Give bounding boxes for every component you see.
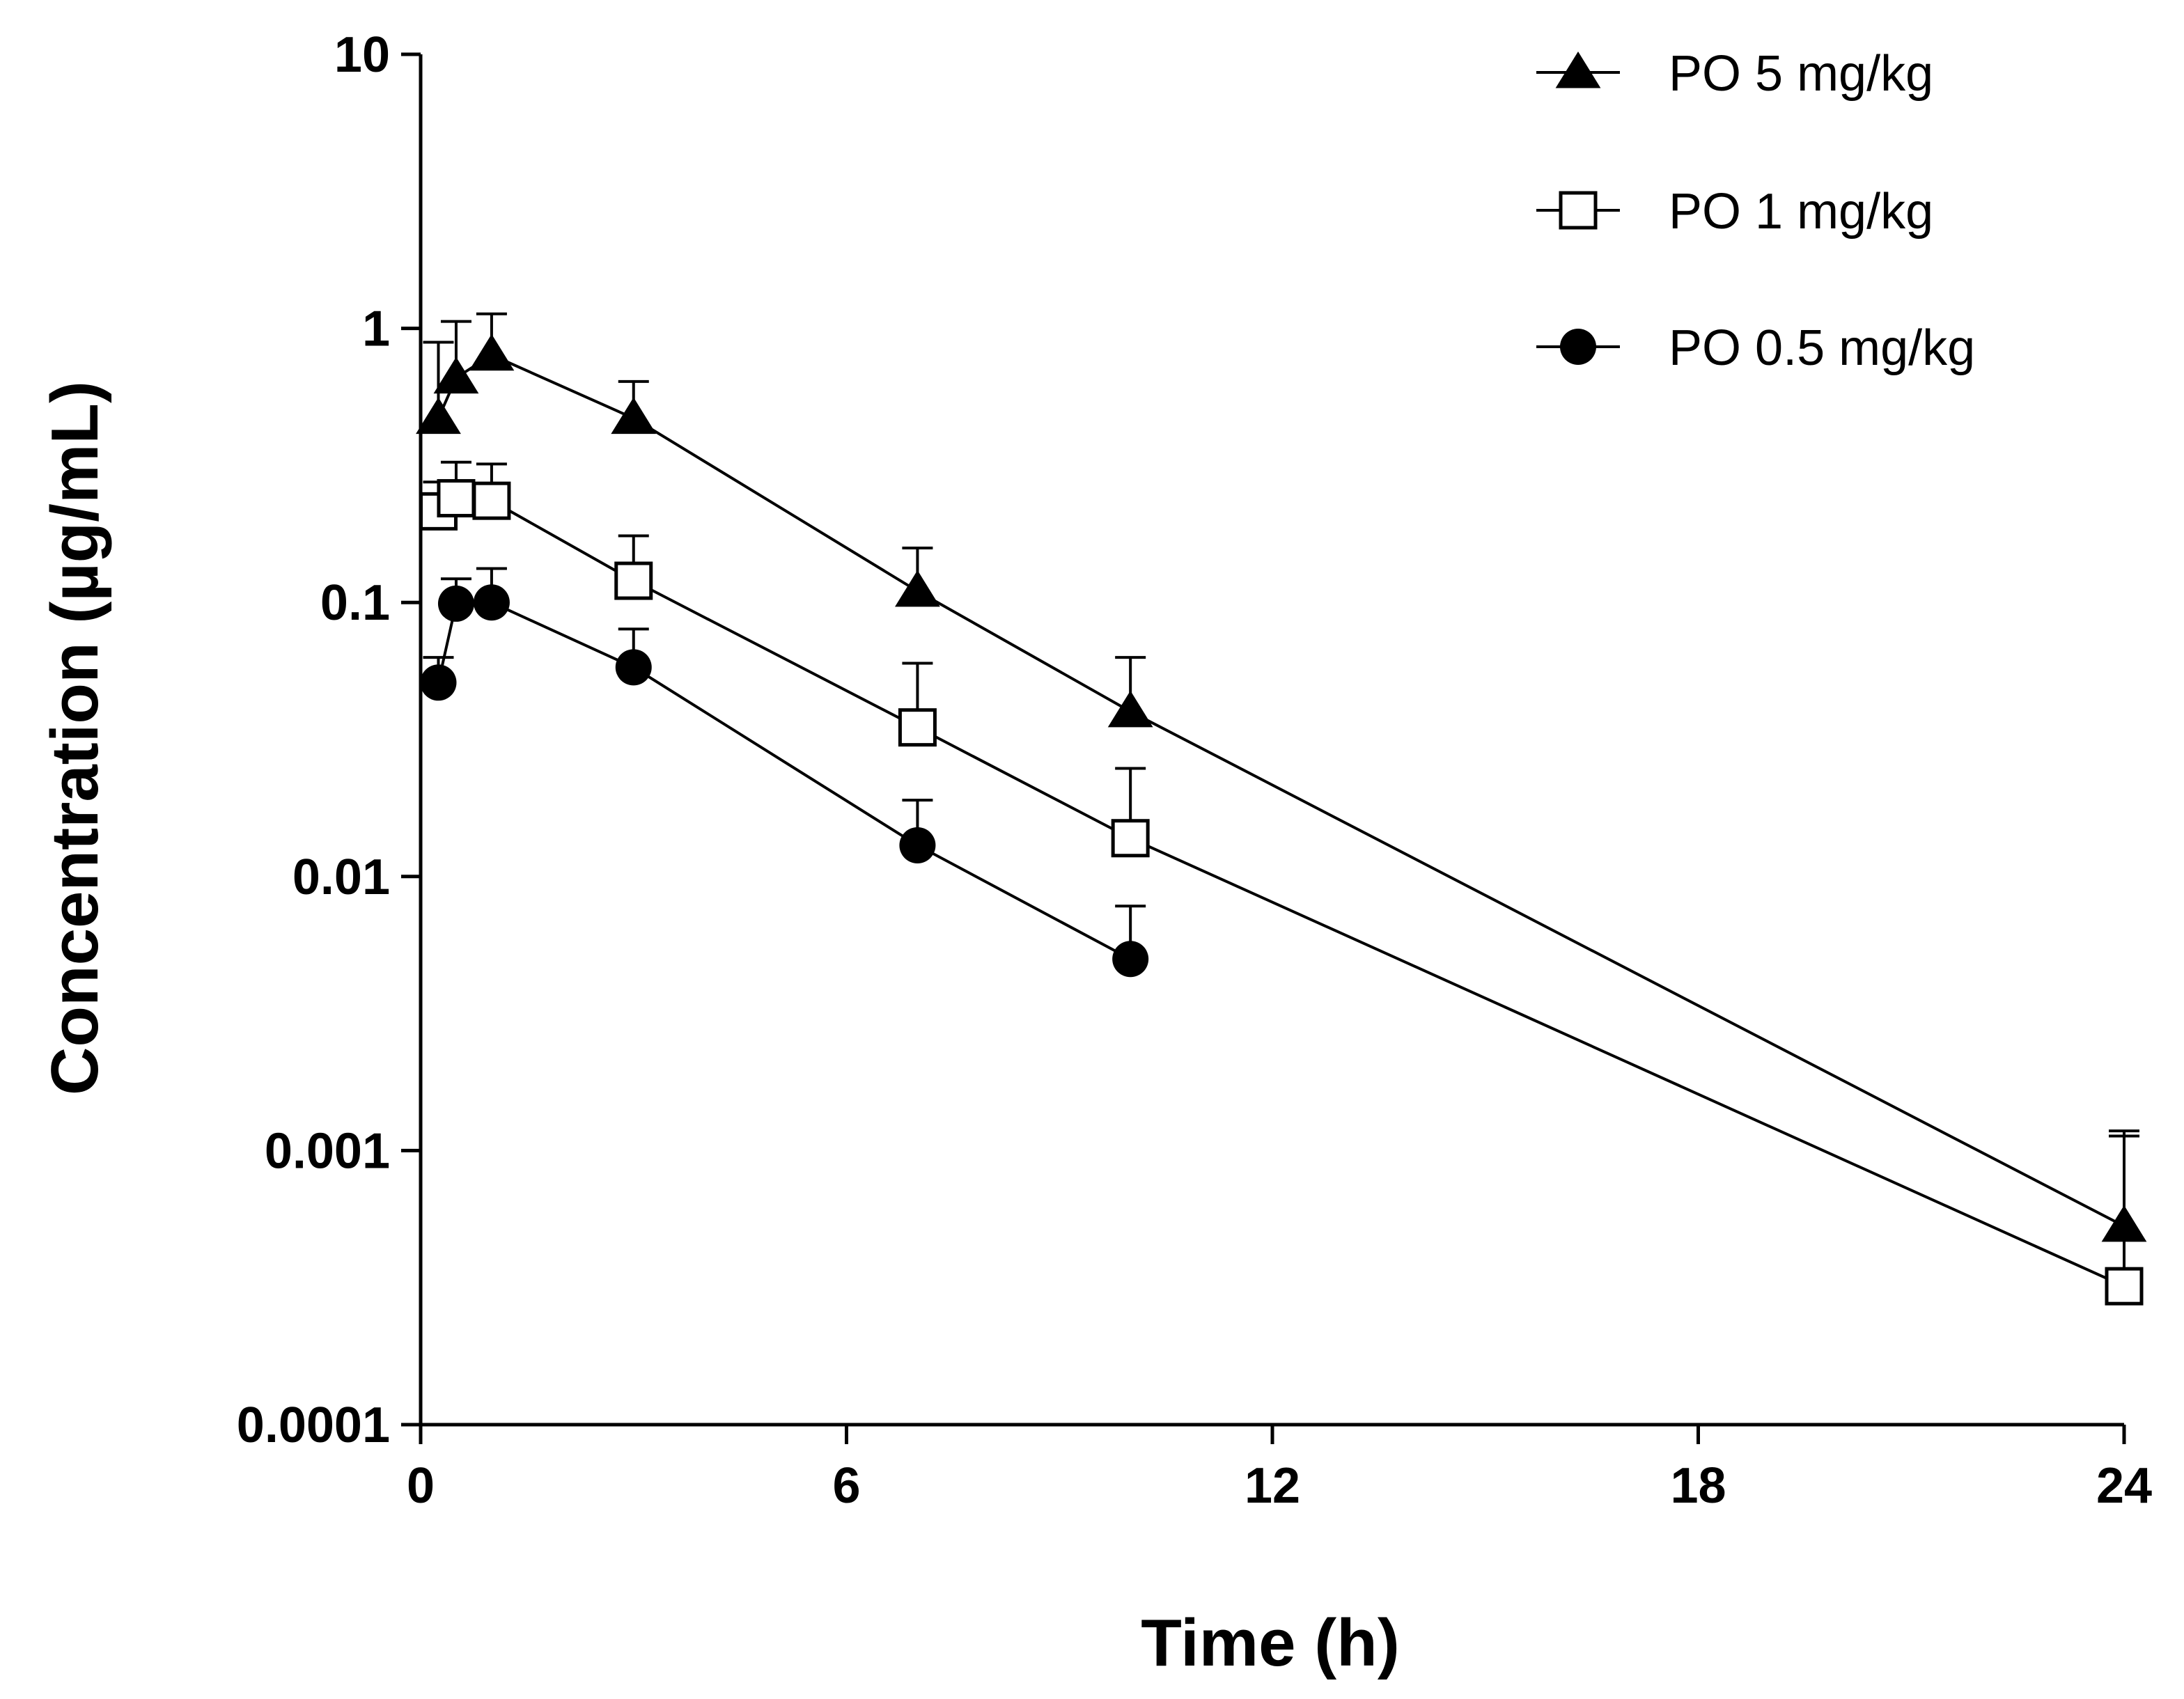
series-line: [437, 353, 2125, 1228]
data-point: [1112, 941, 1149, 978]
data-point: [899, 827, 936, 863]
data-point: [416, 397, 461, 434]
data-point: [2105, 1267, 2144, 1306]
legend-label: PO 1 mg/kg: [1669, 184, 1933, 240]
x-tick-label: 0: [407, 1458, 435, 1514]
x-tick-label: 18: [1670, 1458, 1726, 1514]
data-point: [898, 708, 937, 747]
series-line: [437, 496, 2125, 1287]
legend-label: PO 5 mg/kg: [1669, 46, 1933, 102]
legend-marker: [1555, 52, 1601, 88]
series-line: [437, 601, 1132, 961]
data-point: [614, 561, 653, 600]
data-point: [1107, 690, 1153, 728]
legend-item-po-1-mg-kg: PO 1 mg/kg: [1536, 184, 1933, 240]
series-po-1-mg-kg: [419, 460, 2144, 1306]
y-axis-title: Concentration (µg/mL): [38, 381, 112, 1095]
data-point: [420, 664, 457, 701]
data-point: [469, 334, 515, 371]
x-tick-label: 6: [832, 1458, 860, 1514]
x-axis-title: Time (h): [1141, 1606, 1400, 1680]
legend-marker: [1559, 191, 1598, 230]
data-point: [437, 585, 474, 622]
y-tick-label: 10: [334, 27, 390, 83]
chart-axes: 10 1 0.1 0.01 0.001 0.0001 0 6 12 18 24: [237, 27, 2152, 1514]
series-po-0-5-mg-kg: [420, 567, 1149, 978]
data-point: [472, 481, 511, 520]
legend-marker: [1560, 329, 1596, 365]
data-point: [895, 570, 940, 607]
data-point: [473, 584, 510, 621]
legend-item-po-5-mg-kg: PO 5 mg/kg: [1536, 46, 1933, 102]
y-tick-label: 1: [362, 302, 390, 357]
x-tick-label: 12: [1245, 1458, 1300, 1514]
data-point: [437, 479, 476, 518]
series-po-5-mg-kg: [416, 312, 2147, 1242]
data-point: [1111, 819, 1150, 858]
data-point: [433, 357, 479, 394]
series-layer: [416, 312, 2147, 1306]
y-tick-label: 0.0001: [237, 1397, 390, 1453]
y-tick-label: 0.1: [320, 575, 390, 631]
y-tick-label: 0.01: [292, 850, 390, 905]
x-tick-label: 24: [2096, 1458, 2152, 1514]
legend-label: PO 0.5 mg/kg: [1669, 320, 1975, 376]
legend: PO 5 mg/kg PO 1 mg/kg PO 0.5 mg/kg: [1536, 46, 1975, 376]
legend-item-po-0-5-mg-kg: PO 0.5 mg/kg: [1536, 320, 1975, 376]
y-tick-label: 0.001: [265, 1123, 390, 1179]
data-point: [611, 397, 657, 434]
data-point: [615, 649, 652, 686]
